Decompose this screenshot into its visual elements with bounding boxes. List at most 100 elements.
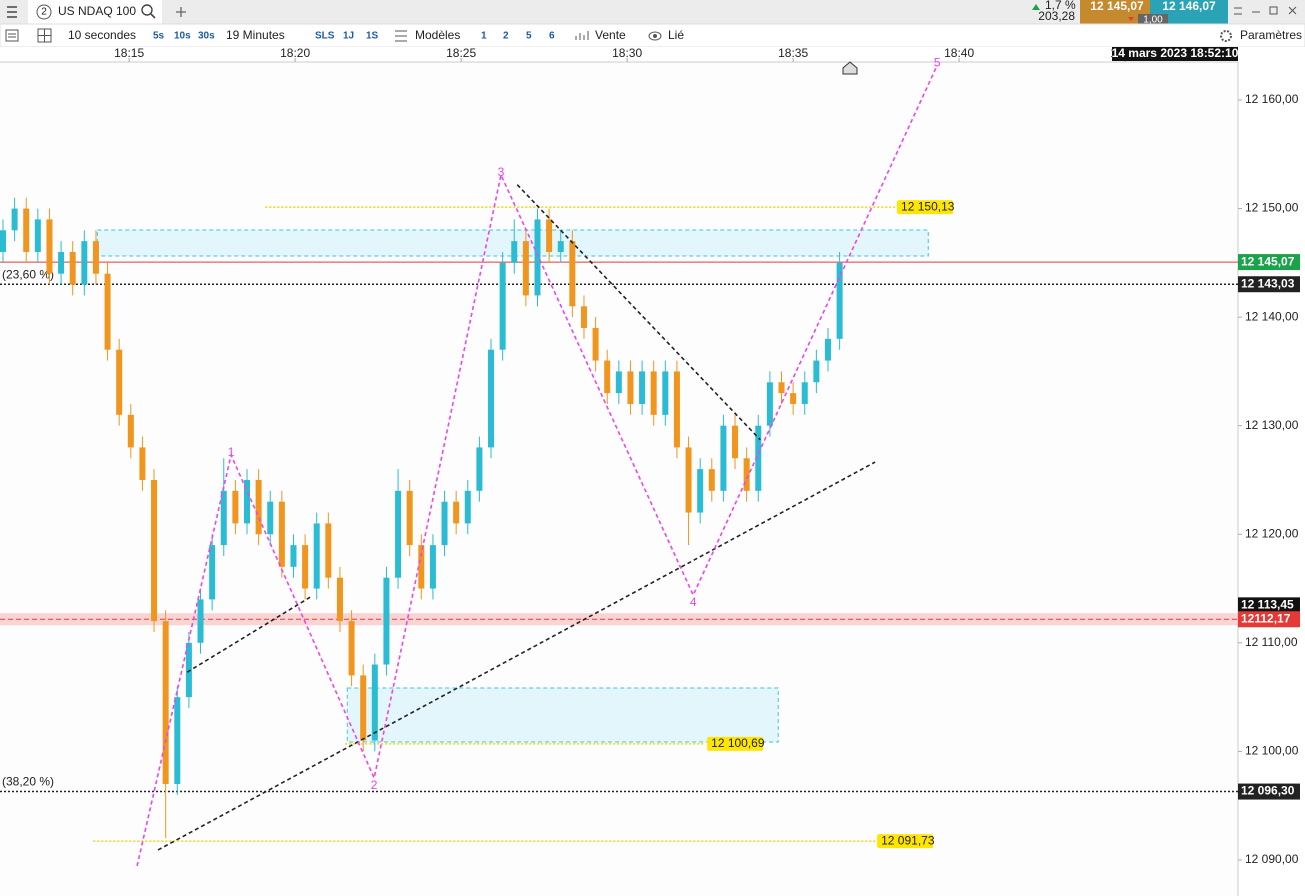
- candle-body: [836, 262, 843, 339]
- quick-interval[interactable]: 30s: [198, 31, 215, 42]
- price-label-box: [1238, 254, 1300, 271]
- candle-body: [197, 599, 204, 643]
- trendline: [157, 461, 876, 851]
- wave-label: 1: [228, 445, 235, 459]
- down-arrow: [1128, 17, 1134, 21]
- candle-body: [720, 425, 727, 491]
- level-label: 12 150,13: [901, 199, 955, 213]
- candle-body: [488, 349, 495, 448]
- candle-body: [395, 490, 402, 578]
- add-tab[interactable]: [176, 7, 186, 17]
- time-axis: [0, 47, 1305, 62]
- candle-body: [360, 675, 367, 741]
- y-tick-label: 12 110,00: [1245, 635, 1298, 649]
- wave-path: [136, 64, 938, 867]
- candle-body: [766, 382, 773, 426]
- candle-body: [708, 469, 715, 491]
- templates-button[interactable]: Modèles: [415, 28, 460, 42]
- candle-body: [662, 371, 669, 415]
- candle-body: [755, 425, 762, 491]
- candle-body: [255, 479, 262, 535]
- trendline: [186, 596, 311, 673]
- candle-body: [58, 251, 65, 274]
- price-label-box: [1238, 276, 1300, 293]
- side-icon[interactable]: [575, 31, 589, 40]
- instrument-tab[interactable]: [28, 0, 162, 24]
- settings-button[interactable]: Paramètres: [1240, 28, 1302, 42]
- trendline: [516, 184, 761, 441]
- period-button[interactable]: 1S: [366, 31, 379, 42]
- fib-label: (38,20 %): [2, 775, 54, 789]
- candle-body: [453, 501, 460, 524]
- candle-body: [476, 447, 483, 491]
- layout-button[interactable]: 6: [549, 31, 555, 42]
- quick-interval[interactable]: 10s: [174, 31, 191, 42]
- candle-body: [499, 262, 506, 350]
- candle-body: [104, 273, 111, 350]
- candle-body: [11, 208, 18, 231]
- y-tick-label: 12 090,00: [1245, 852, 1299, 866]
- grid-icon[interactable]: [37, 28, 52, 43]
- search-icon[interactable]: [141, 4, 156, 19]
- templates-icon[interactable]: [395, 30, 407, 42]
- ask-price: 12 146,07: [1162, 0, 1216, 13]
- settings-icon[interactable]: [1220, 30, 1232, 42]
- price-label: 12 143,03: [1241, 276, 1295, 290]
- candle-body: [23, 208, 30, 252]
- layout-button[interactable]: 1: [481, 31, 487, 42]
- price-label: 12 113,45: [1241, 598, 1294, 612]
- period-button[interactable]: 1J: [343, 31, 354, 42]
- zone: [346, 687, 779, 743]
- candle-body: [615, 371, 622, 394]
- candle-body: [348, 621, 355, 676]
- candle-body: [0, 230, 6, 252]
- link-button[interactable]: Lié: [668, 28, 684, 42]
- candle-body: [429, 545, 436, 589]
- time-marker[interactable]: [842, 61, 858, 75]
- candle-body: [81, 241, 88, 285]
- candle-body: [778, 382, 785, 394]
- candle-body: [313, 523, 320, 589]
- candle-body: [371, 664, 378, 741]
- y-tick-label: 12 160,00: [1245, 92, 1299, 106]
- candle-body: [604, 360, 611, 394]
- candle-body: [580, 306, 587, 328]
- candle-body: [34, 219, 41, 252]
- price-label: 12 096,30: [1241, 784, 1295, 798]
- interval-select[interactable]: 10 secondes: [68, 28, 136, 42]
- range-select[interactable]: 19 Minutes: [226, 28, 285, 42]
- fib-label: (23,60 %): [2, 267, 54, 281]
- candle-body: [278, 501, 285, 567]
- price-label-box: [1238, 597, 1300, 614]
- candle-body: [336, 577, 343, 622]
- link-icon[interactable]: [648, 31, 662, 41]
- side-button[interactable]: Vente: [595, 28, 626, 42]
- level-label-box: [897, 200, 954, 215]
- candle-body: [267, 501, 274, 535]
- candle-body: [220, 490, 227, 546]
- candle-body: [790, 393, 797, 404]
- candle-body: [813, 360, 820, 383]
- tab-badge: [36, 4, 52, 20]
- level-label: 12 091,73: [881, 833, 935, 847]
- quick-interval[interactable]: 5s: [153, 31, 165, 42]
- layout-button[interactable]: 5: [526, 31, 532, 42]
- second-bar: [0, 23, 1305, 48]
- menu-button[interactable]: [7, 6, 17, 18]
- y-tick-label: 12 130,00: [1245, 418, 1299, 432]
- panel-icon[interactable]: [5, 29, 19, 42]
- period-button[interactable]: SLS: [315, 31, 335, 42]
- layout-button[interactable]: 2: [503, 31, 509, 42]
- window-controls[interactable]: [1234, 6, 1297, 15]
- candle-body: [290, 545, 297, 567]
- candle-body: [824, 338, 831, 361]
- candle-body: [69, 251, 76, 285]
- candle-body: [325, 523, 332, 578]
- candle-body: [92, 241, 99, 274]
- price-label-box: [1238, 611, 1300, 628]
- x-tick-label: 18:25: [446, 46, 476, 60]
- y-tick-label: 12 120,00: [1245, 526, 1299, 540]
- price-label: 12 145,07: [1241, 254, 1295, 268]
- candle-body: [650, 371, 657, 415]
